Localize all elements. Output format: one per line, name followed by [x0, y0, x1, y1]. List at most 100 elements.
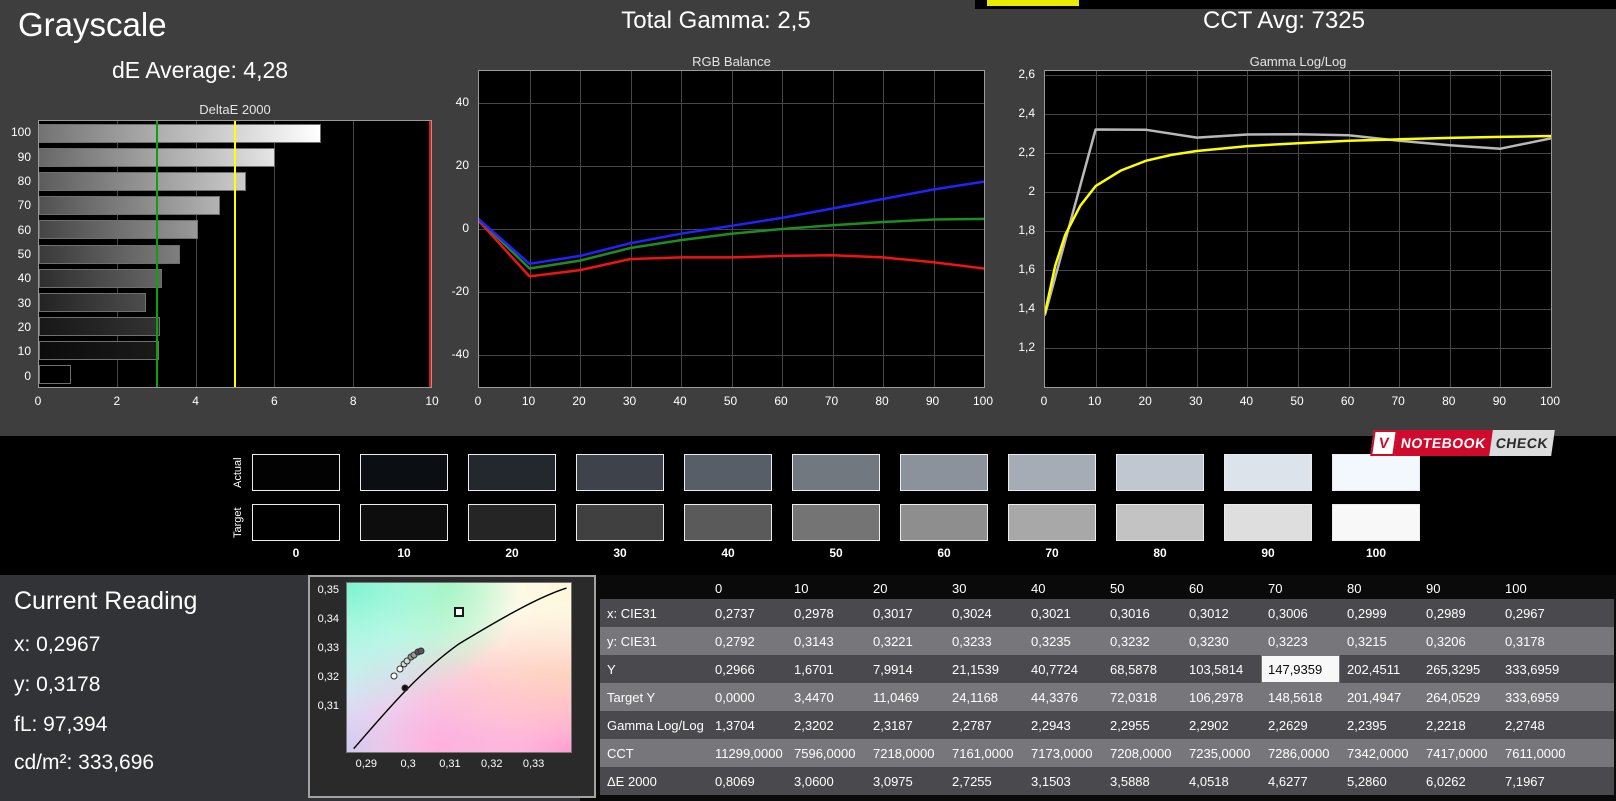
swatch-target-20 [468, 504, 556, 541]
table-cell[interactable]: 0,3206 [1426, 633, 1466, 649]
deltae-y-tick-label: 0 [24, 368, 31, 383]
table-cell[interactable]: 0,0000 [715, 689, 755, 705]
table-cell[interactable]: 0,3006 [1268, 605, 1308, 621]
grayscale-swatch-strip: Actual Target 0 10 20 30 40 50 60 70 80 90 100 [0, 436, 1616, 575]
table-cell[interactable]: 0,3017 [873, 605, 913, 621]
table-cell[interactable]: 0,3230 [1189, 633, 1229, 649]
swatch-level-label: 70 [1045, 546, 1059, 560]
table-cell[interactable]: 0,3021 [1031, 605, 1071, 621]
deltae-y-tick-label: 80 [17, 173, 31, 188]
deltae-x-tick-label: 2 [113, 394, 121, 408]
gamma-x-tick-label: 40 [1239, 394, 1254, 408]
swatch-level-label: 40 [721, 546, 735, 560]
table-cell[interactable]: 333,6959 [1505, 689, 1560, 705]
table-cell[interactable]: 2,2218 [1426, 717, 1466, 733]
table-cell[interactable]: 7161,0000 [952, 745, 1014, 761]
table-cell[interactable]: 7173,0000 [1031, 745, 1093, 761]
table-row: Target Y 0,0000 3,4470 11,0469 24,1168 44,337… [600, 683, 1614, 711]
table-cell[interactable]: 7286,0000 [1268, 745, 1330, 761]
deltae-bar-row [39, 194, 431, 218]
table-cell[interactable]: 2,2748 [1505, 717, 1545, 733]
table-cell[interactable]: 6,0262 [1426, 773, 1466, 789]
table-cell[interactable]: 0,3223 [1268, 633, 1308, 649]
table-cell[interactable]: 40,7724 [1031, 661, 1078, 677]
table-cell[interactable]: 3,4470 [794, 689, 834, 705]
table-cell[interactable]: 1,3704 [715, 717, 755, 733]
table-cell[interactable]: 0,2966 [715, 661, 755, 677]
table-cell[interactable]: 0,3233 [952, 633, 992, 649]
table-cell[interactable]: 7,9914 [873, 661, 913, 677]
table-cell[interactable]: 2,2955 [1110, 717, 1150, 733]
gamma-gridline [1348, 71, 1350, 387]
table-cell[interactable]: 7611,0000 [1505, 745, 1566, 761]
table-cell[interactable]: 0,2792 [715, 633, 755, 649]
table-cell[interactable]: 4,0518 [1189, 773, 1229, 789]
table-cell[interactable]: 1,6701 [794, 661, 834, 677]
table-cell[interactable]: 0,3016 [1110, 605, 1150, 621]
table-cell[interactable]: 0,3215 [1347, 633, 1387, 649]
table-cell[interactable]: 11299,0000 [715, 745, 783, 761]
table-cell[interactable]: 7235,0000 [1189, 745, 1251, 761]
table-cell[interactable]: 72,0318 [1110, 689, 1157, 705]
table-cell[interactable]: 3,1503 [1031, 773, 1071, 789]
table-cell[interactable]: 21,1539 [952, 661, 999, 677]
table-cell[interactable]: 106,2978 [1189, 689, 1244, 705]
table-cell[interactable]: 7,1967 [1505, 773, 1545, 789]
table-cell[interactable]: 0,2989 [1426, 605, 1466, 621]
table-cell[interactable]: 0,3178 [1505, 633, 1545, 649]
swatch-row-target [252, 504, 1420, 541]
table-cell[interactable]: 265,3295 [1426, 661, 1481, 677]
swatch-target-50 [792, 504, 880, 541]
table-cell-selected[interactable]: 147,9359 [1261, 655, 1340, 683]
rgb-y-labels: 40 20 0 -20 -40 [440, 70, 474, 388]
table-cell[interactable]: 3,0975 [873, 773, 913, 789]
table-cell[interactable]: 68,5878 [1110, 661, 1157, 677]
table-cell[interactable]: 201,4947 [1347, 689, 1402, 705]
table-cell[interactable]: 4,6277 [1268, 773, 1308, 789]
table-cell[interactable]: 0,3024 [952, 605, 992, 621]
table-cell[interactable]: 7218,0000 [873, 745, 935, 761]
table-cell[interactable]: 202,4511 [1347, 661, 1401, 677]
table-cell[interactable]: 2,3187 [873, 717, 913, 733]
table-cell[interactable]: 7596,0000 [794, 745, 856, 761]
table-cell[interactable]: 2,2943 [1031, 717, 1071, 733]
table-cell[interactable]: 24,1168 [952, 689, 999, 705]
gamma-y-labels: 2,6 2,4 2,2 2 1,8 1,6 1,4 1,2 [1004, 67, 1040, 388]
deltae-bar-row [39, 315, 431, 339]
table-cell[interactable]: 2,2629 [1268, 717, 1308, 733]
rgb-x-tick-label: 0 [474, 394, 482, 408]
table-cell[interactable]: 2,3202 [794, 717, 834, 733]
table-cell[interactable]: 2,7255 [952, 773, 992, 789]
table-cell[interactable]: 103,5814 [1189, 661, 1244, 677]
table-cell[interactable]: 2,2902 [1189, 717, 1229, 733]
swatch-target-10 [360, 504, 448, 541]
table-cell[interactable]: 333,6959 [1505, 661, 1560, 677]
table-cell[interactable]: 2,2787 [952, 717, 992, 733]
table-cell[interactable]: 0,2978 [794, 605, 834, 621]
table-cell[interactable]: 0,2967 [1505, 605, 1545, 621]
table-cell[interactable]: 264,0529 [1426, 689, 1481, 705]
swatch-actual-20 [468, 454, 556, 491]
table-cell[interactable]: 2,2395 [1347, 717, 1387, 733]
deltae-gridline [195, 121, 197, 387]
table-cell[interactable]: 0,3143 [794, 633, 834, 649]
actual-row-label: Actual [232, 457, 244, 488]
table-cell[interactable]: 7208,0000 [1110, 745, 1172, 761]
table-cell[interactable]: 0,2999 [1347, 605, 1387, 621]
gamma-series-measured [1045, 128, 1551, 316]
table-cell[interactable]: 148,5618 [1268, 689, 1323, 705]
table-cell[interactable]: 3,0600 [794, 773, 834, 789]
table-cell[interactable]: 11,0469 [873, 689, 920, 705]
table-cell[interactable]: 0,3235 [1031, 633, 1071, 649]
table-cell[interactable]: 0,8069 [715, 773, 755, 789]
table-cell[interactable]: 3,5888 [1110, 773, 1150, 789]
table-cell[interactable]: 0,3232 [1110, 633, 1150, 649]
table-cell[interactable]: 0,2737 [715, 605, 755, 621]
table-cell[interactable]: 44,3376 [1031, 689, 1078, 705]
table-cell[interactable]: 7417,0000 [1426, 745, 1488, 761]
table-cell[interactable]: 7342,0000 [1347, 745, 1409, 761]
table-cell[interactable]: 5,2860 [1347, 773, 1387, 789]
table-cell[interactable]: 0,3221 [873, 633, 913, 649]
rgb-y-tick-label: -20 [451, 284, 469, 299]
table-cell[interactable]: 0,3012 [1189, 605, 1229, 621]
